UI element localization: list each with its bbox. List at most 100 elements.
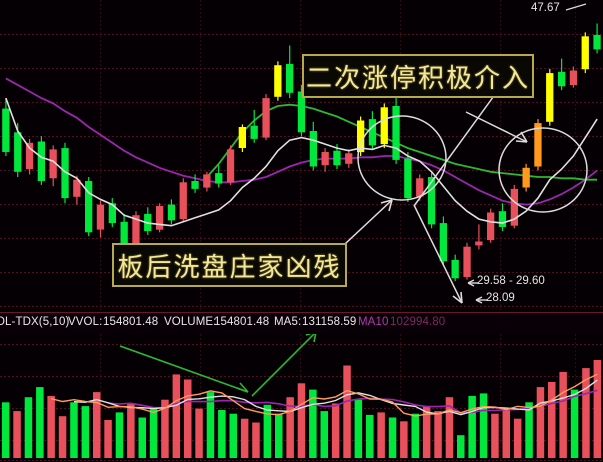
indicator-status-bar[interactable]: OL-TDX(5,10) VVOL: 154801.48 VOLUME: 154… — [0, 312, 603, 336]
arrow-head-1 — [380, 199, 393, 212]
arrow-to-second-circle — [465, 111, 528, 143]
volume-bar — [320, 411, 328, 458]
circle-marker-second-limit-up — [498, 127, 588, 213]
candle-body — [558, 71, 566, 87]
volume-bar — [93, 392, 101, 458]
candle-body — [321, 152, 329, 166]
vol-arrow-rising-head — [305, 334, 317, 343]
ma5-label: MA5: — [274, 316, 302, 328]
volume-bar — [525, 402, 533, 458]
candle-body — [534, 123, 542, 167]
volume-bar — [172, 374, 181, 458]
candle-body — [368, 119, 377, 146]
vol-arrow-rising — [251, 334, 316, 397]
candle-body — [498, 211, 507, 227]
volume-bar — [218, 409, 226, 458]
volume-bar — [570, 389, 579, 458]
volume-bar — [13, 411, 21, 458]
volume-bar — [149, 408, 158, 458]
volume-bar — [377, 412, 385, 458]
candle-body — [120, 221, 128, 254]
price-label-low: 28.09 — [486, 292, 515, 304]
annotation-callout-entry[interactable]: 二次涨停积极介入 — [302, 54, 534, 98]
candle-body — [309, 131, 317, 167]
candle-body — [427, 177, 436, 225]
price-panel[interactable]: 二次涨停积极介入 板后洗盘庄家凶残 47.67 29.58 - 29.60 28… — [0, 0, 603, 312]
volume-bar — [275, 413, 283, 458]
candle-body — [297, 91, 306, 133]
candle-body — [167, 204, 176, 221]
volume-bar — [58, 416, 67, 458]
volume-bar — [195, 408, 203, 458]
volume-bar — [468, 395, 476, 458]
vol-arrow-declining — [119, 345, 249, 393]
candle-body — [262, 98, 270, 138]
candle-body — [357, 120, 365, 153]
volume-bar — [513, 418, 522, 458]
volume-bar — [582, 368, 590, 458]
volume-bar — [400, 421, 408, 458]
volume-bar — [309, 389, 317, 458]
annotation-callout-washout[interactable]: 板后洗盘庄家凶残 — [112, 243, 347, 287]
price-pointer-range-head — [467, 279, 475, 287]
volume-bar — [1, 402, 10, 458]
candle-body — [250, 125, 258, 139]
price-label-support-range: 29.58 - 29.60 — [477, 275, 545, 287]
volume-bar — [229, 413, 237, 458]
candle-body — [581, 36, 589, 70]
candle-body — [25, 142, 34, 170]
volume-analysis-markers — [119, 334, 317, 397]
annotation-text-washout: 板后洗盘庄家凶残 — [117, 252, 342, 283]
arrow-down-to-low — [413, 204, 463, 304]
candle-body — [475, 241, 483, 246]
candle-body — [522, 167, 530, 188]
volume-bar — [479, 393, 488, 458]
volume-value: 154801.48 — [214, 316, 270, 328]
volume-panel[interactable]: 108 台阶增量 — [0, 334, 603, 462]
arrow-head-2 — [515, 131, 528, 143]
volume-bar — [127, 403, 135, 458]
candle-body — [451, 259, 459, 279]
candle-body — [49, 149, 57, 179]
volume-bar — [411, 413, 419, 458]
candle-body — [61, 148, 69, 199]
candle-body — [569, 70, 578, 85]
volume-bar — [286, 397, 294, 458]
candle-body — [132, 215, 140, 251]
volume-bar — [593, 360, 602, 458]
volume-bar — [263, 404, 272, 458]
candle-body — [14, 132, 22, 172]
candle-series — [2, 23, 601, 282]
volume-bar — [434, 411, 442, 458]
candle-body — [108, 203, 116, 223]
ma5-value: 131158.59 — [302, 316, 357, 328]
candle-body — [404, 158, 412, 199]
volume-bar — [115, 412, 124, 458]
volume-bar — [161, 399, 169, 458]
volume-bar — [70, 402, 78, 458]
candle-body — [226, 149, 235, 183]
annotation-text-entry: 二次涨停积极介入 — [305, 63, 530, 94]
volume-bar — [354, 399, 363, 458]
pointer-high — [565, 3, 587, 11]
volume-label: VOLUME: — [164, 316, 217, 328]
volume-bar — [343, 365, 351, 458]
candle-body — [156, 206, 164, 230]
volume-bar — [47, 395, 55, 458]
volume-bar — [184, 379, 192, 458]
volume-bar — [104, 420, 112, 458]
candle-body — [439, 223, 447, 262]
candle-body — [238, 127, 246, 148]
ma10-value: 102994.80 — [390, 316, 446, 328]
candle-body — [37, 141, 45, 181]
volume-bar — [536, 387, 545, 458]
volume-bar — [24, 397, 33, 458]
arrow-head-3 — [452, 291, 463, 304]
indicator-name[interactable]: OL-TDX(5,10) — [0, 316, 70, 328]
candle-body — [179, 182, 187, 220]
candle-body — [546, 73, 554, 122]
candle-body — [203, 174, 211, 188]
candle-body — [2, 108, 10, 152]
candle-body — [345, 153, 353, 164]
candle-body — [487, 212, 495, 241]
